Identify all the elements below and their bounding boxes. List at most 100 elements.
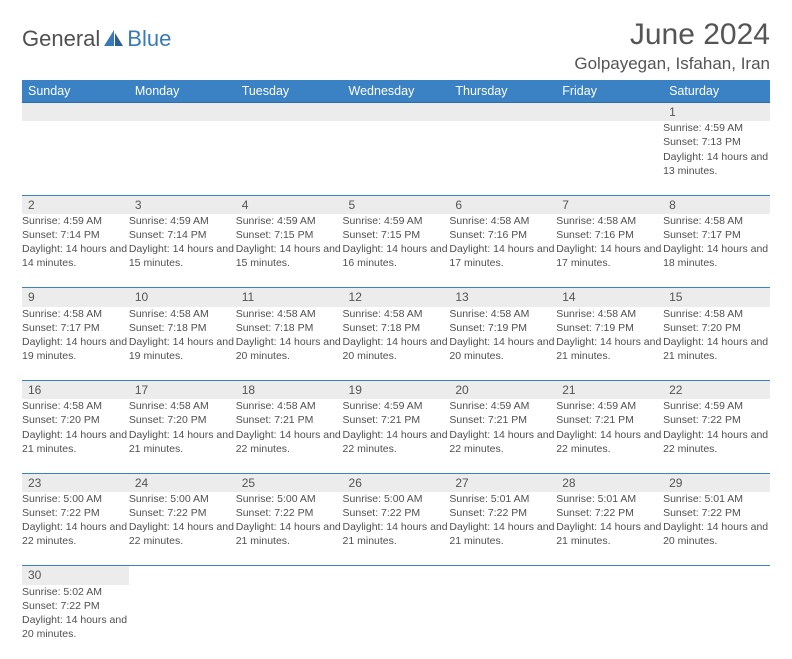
day-detail-cell: Sunrise: 5:01 AMSunset: 7:22 PMDaylight:…: [556, 492, 663, 566]
day-number-cell: 25: [236, 473, 343, 492]
day-number-cell: 9: [22, 288, 129, 307]
calendar-header-cell: Friday: [556, 80, 663, 103]
day-number-cell: [556, 566, 663, 585]
day-number-cell: [663, 566, 770, 585]
day-number-cell: 22: [663, 381, 770, 400]
logo-text-1: General: [22, 26, 100, 52]
calendar-header-cell: Monday: [129, 80, 236, 103]
day-number-cell: 24: [129, 473, 236, 492]
day-detail-cell: Sunrise: 4:58 AMSunset: 7:20 PMDaylight:…: [22, 399, 129, 473]
day-detail-cell: Sunrise: 4:58 AMSunset: 7:18 PMDaylight:…: [129, 307, 236, 381]
day-detail-cell: Sunrise: 4:59 AMSunset: 7:15 PMDaylight:…: [343, 214, 450, 288]
calendar-detail-row: Sunrise: 5:02 AMSunset: 7:22 PMDaylight:…: [22, 585, 770, 659]
day-number-cell: 11: [236, 288, 343, 307]
calendar-daynum-row: 1: [22, 103, 770, 122]
day-detail-cell: Sunrise: 5:00 AMSunset: 7:22 PMDaylight:…: [343, 492, 450, 566]
day-number-cell: 21: [556, 381, 663, 400]
day-number-cell: [236, 103, 343, 122]
day-number-cell: 2: [22, 195, 129, 214]
day-number-cell: [343, 566, 450, 585]
day-detail-cell: Sunrise: 4:58 AMSunset: 7:19 PMDaylight:…: [449, 307, 556, 381]
calendar-detail-row: Sunrise: 4:58 AMSunset: 7:20 PMDaylight:…: [22, 399, 770, 473]
day-number-cell: [22, 103, 129, 122]
day-detail-cell: Sunrise: 5:00 AMSunset: 7:22 PMDaylight:…: [129, 492, 236, 566]
day-detail-cell: [236, 121, 343, 195]
day-detail-cell: Sunrise: 4:58 AMSunset: 7:21 PMDaylight:…: [236, 399, 343, 473]
day-detail-cell: [343, 585, 450, 659]
day-detail-cell: [129, 585, 236, 659]
day-number-cell: 7: [556, 195, 663, 214]
calendar-daynum-row: 30: [22, 566, 770, 585]
page-title: June 2024: [574, 18, 770, 52]
day-detail-cell: Sunrise: 5:01 AMSunset: 7:22 PMDaylight:…: [449, 492, 556, 566]
day-number-cell: [129, 103, 236, 122]
day-number-cell: 4: [236, 195, 343, 214]
day-number-cell: 27: [449, 473, 556, 492]
day-detail-cell: Sunrise: 4:59 AMSunset: 7:14 PMDaylight:…: [22, 214, 129, 288]
calendar-daynum-row: 2345678: [22, 195, 770, 214]
day-number-cell: 30: [22, 566, 129, 585]
calendar-detail-row: Sunrise: 4:58 AMSunset: 7:17 PMDaylight:…: [22, 307, 770, 381]
day-detail-cell: [22, 121, 129, 195]
calendar-header-cell: Thursday: [449, 80, 556, 103]
day-detail-cell: Sunrise: 4:59 AMSunset: 7:21 PMDaylight:…: [556, 399, 663, 473]
day-number-cell: 28: [556, 473, 663, 492]
day-number-cell: 10: [129, 288, 236, 307]
day-detail-cell: Sunrise: 4:58 AMSunset: 7:20 PMDaylight:…: [129, 399, 236, 473]
calendar-header-row: SundayMondayTuesdayWednesdayThursdayFrid…: [22, 80, 770, 103]
day-number-cell: 16: [22, 381, 129, 400]
day-number-cell: [236, 566, 343, 585]
calendar-header-cell: Saturday: [663, 80, 770, 103]
day-detail-cell: [663, 585, 770, 659]
calendar-header-cell: Sunday: [22, 80, 129, 103]
logo-text-2: Blue: [127, 26, 171, 52]
day-number-cell: 12: [343, 288, 450, 307]
day-detail-cell: [236, 585, 343, 659]
calendar-body: 1Sunrise: 4:59 AMSunset: 7:13 PMDaylight…: [22, 103, 770, 659]
day-detail-cell: Sunrise: 5:00 AMSunset: 7:22 PMDaylight:…: [22, 492, 129, 566]
day-number-cell: [343, 103, 450, 122]
day-number-cell: 15: [663, 288, 770, 307]
day-detail-cell: Sunrise: 4:59 AMSunset: 7:13 PMDaylight:…: [663, 121, 770, 195]
calendar-daynum-row: 9101112131415: [22, 288, 770, 307]
calendar-detail-row: Sunrise: 4:59 AMSunset: 7:14 PMDaylight:…: [22, 214, 770, 288]
day-number-cell: 20: [449, 381, 556, 400]
day-number-cell: 13: [449, 288, 556, 307]
day-number-cell: 14: [556, 288, 663, 307]
calendar-detail-row: Sunrise: 4:59 AMSunset: 7:13 PMDaylight:…: [22, 121, 770, 195]
calendar-header-cell: Tuesday: [236, 80, 343, 103]
day-detail-cell: [556, 121, 663, 195]
day-detail-cell: Sunrise: 4:59 AMSunset: 7:21 PMDaylight:…: [449, 399, 556, 473]
day-detail-cell: Sunrise: 5:01 AMSunset: 7:22 PMDaylight:…: [663, 492, 770, 566]
day-number-cell: 17: [129, 381, 236, 400]
day-number-cell: 6: [449, 195, 556, 214]
day-detail-cell: Sunrise: 4:58 AMSunset: 7:16 PMDaylight:…: [449, 214, 556, 288]
calendar-detail-row: Sunrise: 5:00 AMSunset: 7:22 PMDaylight:…: [22, 492, 770, 566]
day-detail-cell: [556, 585, 663, 659]
calendar-daynum-row: 23242526272829: [22, 473, 770, 492]
calendar-header-cell: Wednesday: [343, 80, 450, 103]
day-number-cell: 26: [343, 473, 450, 492]
day-number-cell: 29: [663, 473, 770, 492]
day-detail-cell: Sunrise: 5:02 AMSunset: 7:22 PMDaylight:…: [22, 585, 129, 659]
day-number-cell: 19: [343, 381, 450, 400]
page-header: General Blue June 2024 Golpayegan, Isfah…: [22, 18, 770, 74]
logo-sail-icon: [103, 29, 125, 47]
day-number-cell: [129, 566, 236, 585]
day-detail-cell: Sunrise: 4:58 AMSunset: 7:18 PMDaylight:…: [343, 307, 450, 381]
day-detail-cell: Sunrise: 4:58 AMSunset: 7:16 PMDaylight:…: [556, 214, 663, 288]
day-number-cell: 18: [236, 381, 343, 400]
day-detail-cell: Sunrise: 4:59 AMSunset: 7:15 PMDaylight:…: [236, 214, 343, 288]
day-number-cell: 5: [343, 195, 450, 214]
day-detail-cell: Sunrise: 5:00 AMSunset: 7:22 PMDaylight:…: [236, 492, 343, 566]
day-detail-cell: Sunrise: 4:59 AMSunset: 7:21 PMDaylight:…: [343, 399, 450, 473]
day-number-cell: 8: [663, 195, 770, 214]
day-detail-cell: Sunrise: 4:58 AMSunset: 7:17 PMDaylight:…: [22, 307, 129, 381]
day-detail-cell: [449, 585, 556, 659]
day-detail-cell: Sunrise: 4:58 AMSunset: 7:18 PMDaylight:…: [236, 307, 343, 381]
day-detail-cell: Sunrise: 4:58 AMSunset: 7:19 PMDaylight:…: [556, 307, 663, 381]
day-number-cell: [449, 566, 556, 585]
day-detail-cell: [343, 121, 450, 195]
day-number-cell: [556, 103, 663, 122]
logo: General Blue: [22, 26, 171, 52]
